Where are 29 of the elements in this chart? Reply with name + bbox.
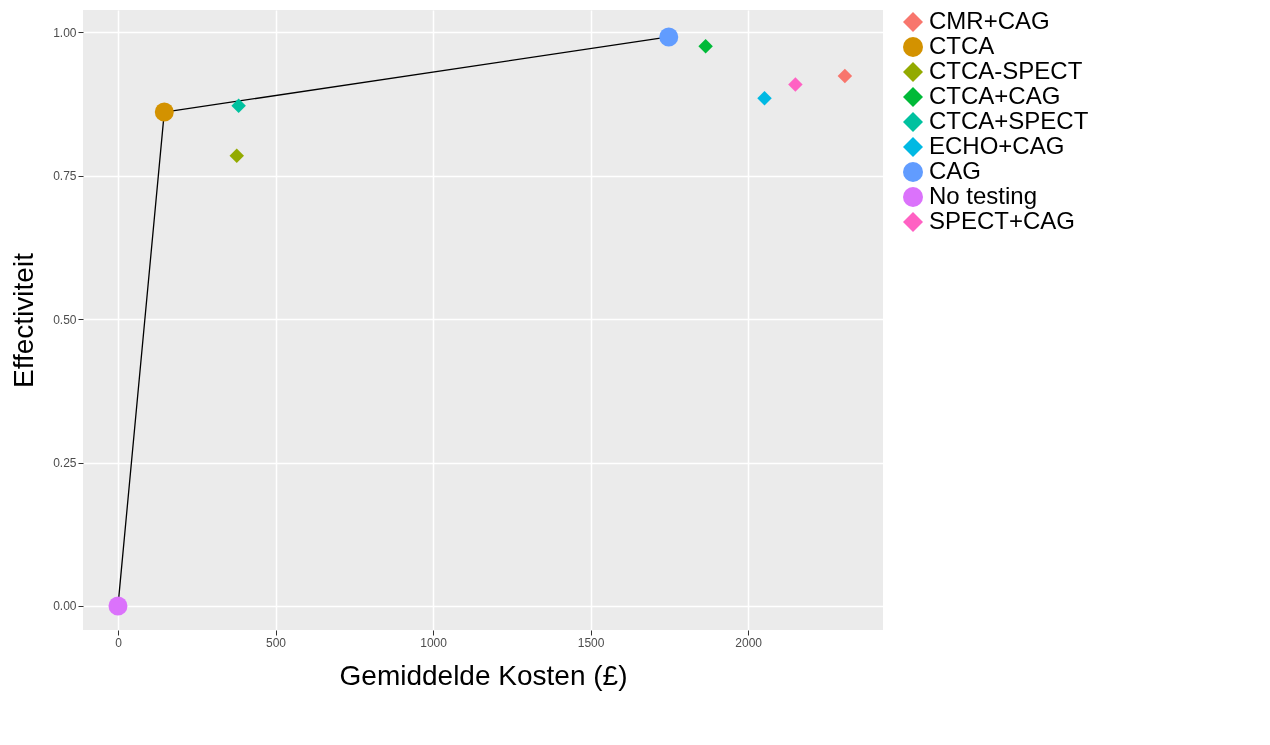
- x-tick-label: 500: [266, 635, 287, 650]
- y-tick-label: 0.75: [53, 169, 77, 184]
- point: [229, 148, 245, 163]
- point: [108, 596, 128, 616]
- point: [837, 68, 853, 84]
- point: [231, 98, 246, 114]
- y-tick-label: 1.00: [53, 25, 77, 40]
- x-tick-label: 1000: [420, 635, 448, 650]
- x-tick-label: 0: [115, 635, 123, 650]
- x-tick-label: 2000: [735, 635, 763, 650]
- x-axis-title: Gemiddelde Kosten (£): [339, 659, 628, 691]
- x-tick-label: 1500: [577, 635, 605, 650]
- y-tick-label: 0.00: [53, 599, 77, 614]
- point: [659, 27, 679, 47]
- legend-label: CTCA+SPECT: [929, 107, 1089, 134]
- y-tick-label: 0.25: [53, 456, 77, 471]
- point: [757, 91, 772, 106]
- legend-label: CAG: [929, 157, 982, 184]
- point: [154, 102, 174, 122]
- y-tick-label: 0.50: [53, 312, 77, 327]
- point: [698, 38, 713, 54]
- y-axis-title: Effectiviteit: [8, 252, 40, 388]
- legend-label: ECHO+CAG: [929, 132, 1065, 159]
- point: [788, 77, 803, 92]
- legend-label: CMR+CAG: [929, 7, 1050, 34]
- legend-label: CTCA: [929, 32, 995, 59]
- legend-label: CTCA+CAG: [929, 82, 1061, 109]
- legend-label: CTCA-SPECT: [929, 57, 1083, 84]
- legend-label: No testing: [929, 182, 1038, 209]
